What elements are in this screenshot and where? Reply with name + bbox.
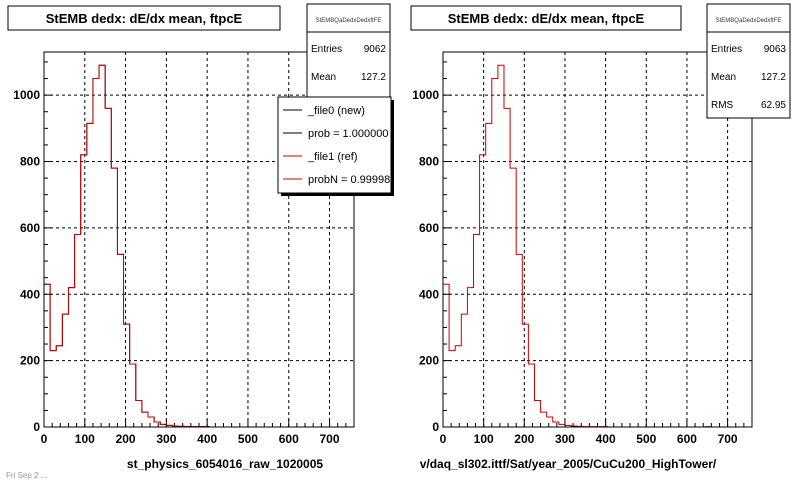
footer-timestamp: Fri Sep 2 ...: [6, 471, 47, 480]
stats-value: 127.2: [761, 72, 786, 83]
x-tick-label: 300: [555, 432, 575, 446]
y-tick-label: 800: [419, 155, 439, 169]
y-tick-label: 800: [20, 155, 40, 169]
stats-box: [306, 3, 391, 103]
stats-label: Entries: [311, 44, 342, 55]
x-tick-label: 500: [238, 432, 258, 446]
y-tick-label: 600: [20, 221, 40, 235]
y-tick-label: 200: [419, 354, 439, 368]
stats-value: 62.95: [761, 100, 786, 111]
stats-header: StEMBQaDedxDedxftFE: [716, 18, 782, 24]
x-axis-label: v/daq_sl302.ittf/Sat/year_2005/CuCu200_H…: [420, 457, 717, 471]
x-tick-label: 200: [514, 432, 534, 446]
y-tick-label: 200: [20, 354, 40, 368]
y-tick-label: 0: [33, 420, 40, 434]
legend-box: [277, 96, 392, 194]
stats-value: 9063: [764, 44, 787, 55]
x-tick-label: 400: [197, 432, 217, 446]
stats-header: StEMBQaDedxDedxftFE: [316, 18, 382, 24]
title-box: [7, 5, 281, 31]
x-tick-label: 700: [320, 432, 340, 446]
x-tick-label: 100: [474, 432, 494, 446]
y-tick-label: 1000: [412, 88, 439, 102]
x-tick-label: 600: [279, 432, 299, 446]
stats-label: Mean: [311, 72, 336, 83]
x-tick-label: 0: [440, 432, 447, 446]
stats-value: 127.2: [361, 72, 386, 83]
chart-title: StEMB dedx: dE/dx mean, ftpcE: [46, 11, 243, 26]
legend-entries: _file0 (new) prob = 1.000000 _file1 (ref) p…: [283, 105, 390, 186]
histogram-panel-1: 0 100 200 300 400 500 600 700 0 200 400 600 800 1000 S…: [0, 0, 398, 471]
title-box: [410, 5, 682, 31]
stats-box: [706, 3, 791, 119]
legend-label: _file1 (ref): [307, 151, 358, 163]
x-tick-label: 500: [636, 432, 656, 446]
y-tick-label: 400: [419, 287, 439, 301]
y-tick-label: 400: [20, 287, 40, 301]
y-tick-label: 600: [419, 221, 439, 235]
legend-label: probN = 0.99998: [308, 174, 390, 186]
y-tick-label: 1000: [13, 88, 40, 102]
stats-label: Mean: [711, 72, 736, 83]
x-tick-label: 600: [677, 432, 697, 446]
histogram-panel-2: 0 100 200 300 400 500 600 700 0 200 400 600 800 1000 S…: [401, 0, 800, 471]
x-tick-label: 700: [718, 432, 738, 446]
chart-title: StEMB dedx: dE/dx mean, ftpcE: [448, 11, 645, 26]
legend-label: _file0 (new): [307, 105, 365, 117]
x-tick-label: 300: [156, 432, 176, 446]
x-tick-label: 400: [596, 432, 616, 446]
x-axis-label: st_physics_6054016_raw_1020005: [127, 457, 323, 471]
legend: _file0 (new) prob = 1.000000 _file1 (ref) p…: [277, 96, 394, 196]
x-tick-label: 0: [41, 432, 48, 446]
x-tick-label: 100: [75, 432, 95, 446]
legend-label: prob = 1.000000: [308, 128, 388, 140]
x-tick-label: 200: [116, 432, 136, 446]
stats-label: Entries: [711, 44, 742, 55]
y-tick-label: 0: [432, 420, 439, 434]
stats-label: RMS: [711, 100, 734, 111]
stats-value: 9062: [364, 44, 387, 55]
